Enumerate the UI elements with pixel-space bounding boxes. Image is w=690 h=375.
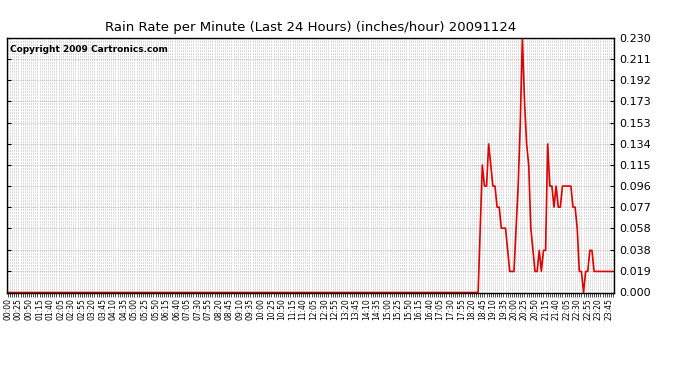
Title: Rain Rate per Minute (Last 24 Hours) (inches/hour) 20091124: Rain Rate per Minute (Last 24 Hours) (in… <box>105 21 516 33</box>
Text: Copyright 2009 Cartronics.com: Copyright 2009 Cartronics.com <box>10 45 168 54</box>
